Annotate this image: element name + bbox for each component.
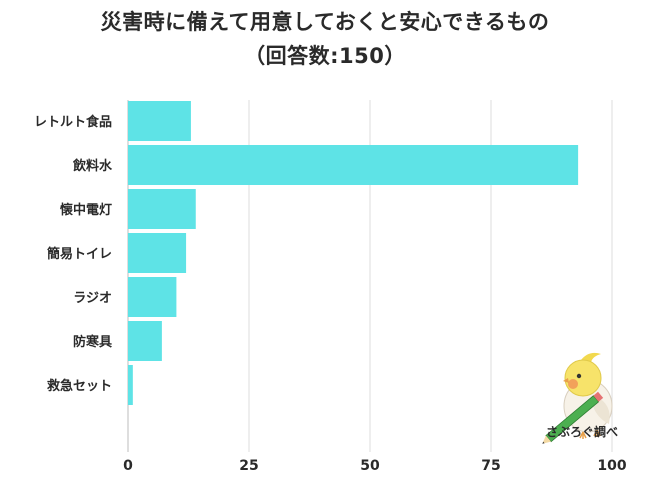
category-label: ラジオ xyxy=(73,291,112,306)
x-tick-label: 0 xyxy=(123,458,133,474)
x-tick-label: 50 xyxy=(360,458,380,474)
bar-1 xyxy=(128,145,579,185)
category-label: 救急セット xyxy=(47,378,112,394)
x-tick-labels: 0 25 50 75 100 xyxy=(123,458,627,474)
category-label: 懐中電灯 xyxy=(60,202,112,218)
bar-4 xyxy=(128,277,177,317)
x-tick-label: 100 xyxy=(597,458,626,474)
category-label: 簡易トイレ xyxy=(46,246,112,262)
bar-5 xyxy=(128,321,162,361)
bar-0 xyxy=(128,101,191,141)
category-label: 飲料水 xyxy=(72,158,113,174)
x-tick-label: 75 xyxy=(481,458,500,474)
bar-3 xyxy=(128,233,187,273)
chart-subtitle: （回答数:150） xyxy=(244,44,406,68)
bird-with-pencil-icon xyxy=(542,352,613,444)
chart-title: 災害時に備えて用意しておくと安心できるもの xyxy=(100,10,550,34)
brand-label: さぶろぐ調べ xyxy=(545,425,618,439)
bar-6 xyxy=(128,365,133,405)
category-label: レトルト食品 xyxy=(34,114,112,130)
bars xyxy=(128,101,579,405)
category-label: 防寒具 xyxy=(73,334,112,350)
x-tick-label: 25 xyxy=(239,458,258,474)
bar-2 xyxy=(128,189,196,229)
